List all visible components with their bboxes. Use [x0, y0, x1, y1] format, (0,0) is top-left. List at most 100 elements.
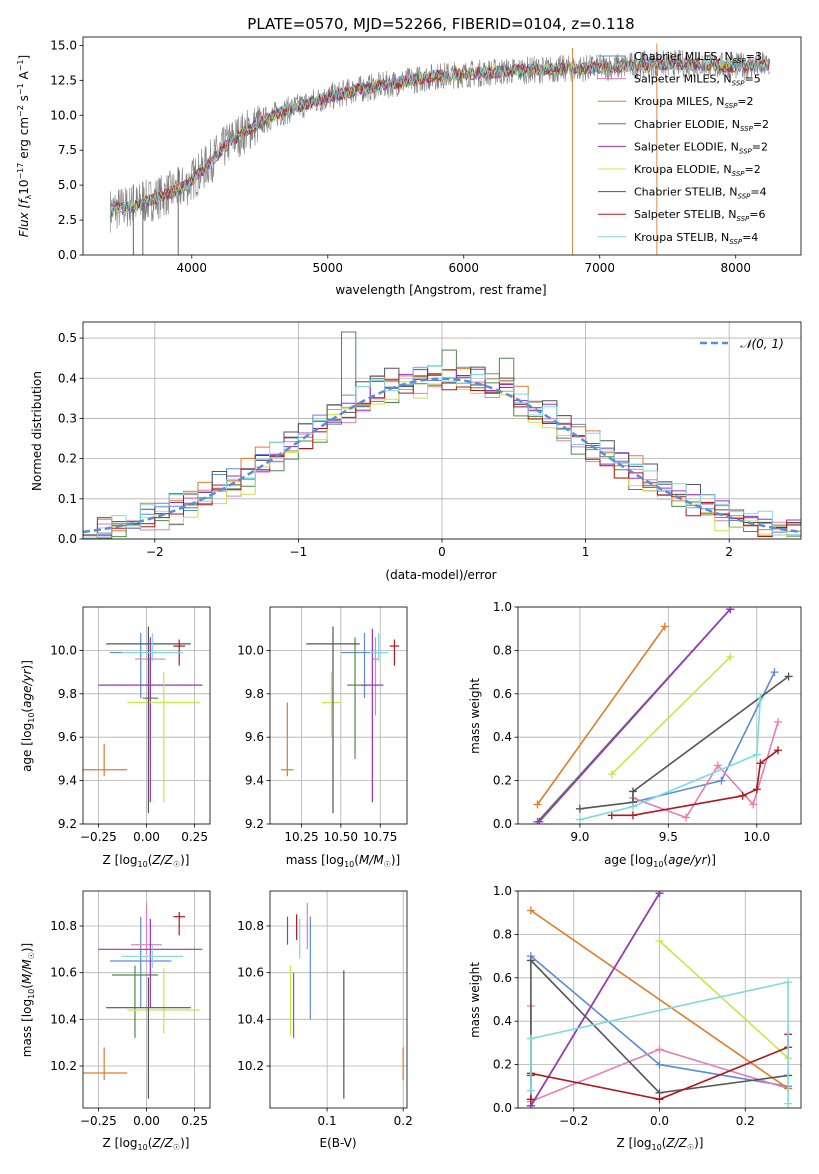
mass-weight-line: [536, 626, 666, 805]
y-tick-label: 2.5: [58, 213, 77, 227]
y-tick-label: 5.0: [58, 178, 77, 192]
mass-weight-line: [611, 656, 731, 775]
x-tick-label: 4000: [177, 261, 208, 275]
mass-weight-line: [579, 675, 790, 810]
y-tick-label: 0.8: [493, 927, 512, 941]
y-tick-label: 10.0: [50, 108, 77, 122]
mass-weight-line: [530, 909, 789, 1090]
plus-marker: [655, 1060, 664, 1069]
x-tick-label: 0: [438, 545, 446, 559]
plus-marker: [713, 761, 722, 770]
y-tick-label: 10.4: [237, 1012, 264, 1026]
x-tick-label: 9.5: [659, 830, 678, 844]
plot-area: [526, 891, 793, 1108]
plus-marker: [756, 759, 765, 768]
plus-marker: [784, 672, 793, 681]
y-tick-label: 10.2: [50, 1059, 77, 1073]
x-axis-label: Z [log10(Z/Z☉)]: [103, 853, 190, 869]
plus-marker: [526, 906, 535, 915]
plot-area: [286, 902, 404, 1099]
y-tick-label: 0.2: [493, 1058, 512, 1072]
plot-area: [109, 43, 771, 255]
histogram-step-line: [83, 365, 801, 539]
plus-marker: [752, 785, 761, 794]
y-tick-label: 0.4: [493, 730, 512, 744]
axes-frame: [517, 890, 802, 1109]
y-tick-label: 12.5: [50, 73, 77, 87]
plus-marker: [682, 813, 691, 822]
y-axis-label: age [log10(age/yr)]: [20, 660, 36, 772]
y-tick-label: 9.8: [58, 687, 77, 701]
y-tick-label: 9.4: [245, 774, 264, 788]
y-tick-label: 15.0: [50, 38, 77, 52]
x-tick-label: 0.25: [181, 830, 208, 844]
plus-marker: [655, 1045, 664, 1054]
x-tick-label: −2: [146, 545, 164, 559]
mass-vs-ebv-panel: 0.1 0.2 10.2 10.4 10.6 10.8 E(B-V): [237, 890, 413, 1150]
legend-label: 𝒩(0, 1): [740, 337, 784, 351]
x-axis-label: E(B-V): [319, 1136, 356, 1150]
legend-label: Chabrier MILES, NSSP=3: [634, 50, 762, 65]
grid-lines: [83, 607, 210, 825]
x-tick-label: 9.0: [570, 830, 589, 844]
x-axis-label: Z [log10(Z/Z☉)]: [617, 1136, 704, 1152]
x-tick-label: 0.1: [318, 1114, 337, 1128]
plus-marker: [655, 1095, 664, 1104]
y-tick-label: 9.8: [245, 687, 264, 701]
y-tick-label: 0.3: [58, 411, 77, 425]
axes-frame: [269, 606, 408, 825]
plus-marker: [726, 652, 735, 661]
plus-marker: [784, 978, 793, 987]
y-tick-label: 0.8: [493, 643, 512, 657]
y-tick-label: 10.0: [237, 643, 264, 657]
x-tick-label: 7000: [584, 261, 615, 275]
y-tick-label: 9.6: [58, 730, 77, 744]
plot-area: [83, 626, 203, 814]
y-tick-label: 0.6: [493, 971, 512, 985]
axes-frame: [82, 36, 802, 256]
y-tick-label: 0.0: [493, 817, 512, 831]
age-vs-mass-panel: 10.25 10.50 10.75 9.2 9.4 9.6 9.8 10.0 mass [log…: [237, 606, 408, 869]
plus-marker: [770, 668, 779, 677]
axes-frame: [82, 606, 211, 825]
y-tick-label: 0.0: [493, 1101, 512, 1115]
y-tick-label: 10.8: [50, 919, 77, 933]
x-tick-label: 10.50: [324, 830, 358, 844]
plus-marker: [575, 804, 584, 813]
x-tick-label: 2: [725, 545, 733, 559]
plot-area: [281, 626, 400, 814]
legend-label: Salpeter STELIB, NSSP=6: [634, 208, 766, 223]
y-tick-label: 10.2: [237, 1059, 264, 1073]
x-tick-label: 5000: [312, 261, 343, 275]
plot-area: [533, 607, 793, 824]
y-tick-label: 9.2: [58, 817, 77, 831]
figure-title: PLATE=0570, MJD=52266, FIBERID=0104, z=0…: [247, 15, 634, 33]
y-tick-label: 0.6: [493, 687, 512, 701]
plus-marker: [774, 718, 783, 727]
y-tick-label: 10.8: [237, 919, 264, 933]
model-spectrum-line: [109, 57, 771, 217]
mass-weight-line: [530, 958, 789, 1094]
y-axis-label: mass weight: [468, 962, 482, 1038]
x-tick-label: 10.0: [743, 830, 770, 844]
legend-label: Kroupa STELIB, NSSP=4: [634, 231, 758, 246]
y-tick-label: 0.1: [58, 492, 77, 506]
legend-label: Chabrier ELODIE, NSSP=2: [634, 118, 769, 133]
spectrum-legend: Chabrier MILES, NSSP=3 Salpeter MILES, NS…: [598, 50, 769, 246]
x-tick-label: 6000: [448, 261, 479, 275]
legend-label: Chabrier STELIB, NSSP=4: [634, 186, 767, 201]
plus-marker: [774, 746, 783, 755]
plus-marker: [575, 815, 584, 824]
x-tick-label: 1: [582, 545, 590, 559]
normal-distribution-curve: [83, 377, 801, 534]
y-tick-label: 0.5: [58, 331, 77, 345]
plus-marker: [526, 1095, 535, 1104]
y-tick-label: 10.0: [50, 643, 77, 657]
y-tick-label: 0.4: [493, 1014, 512, 1028]
y-axis-label: mass [log10(M/M☉)]: [20, 943, 36, 1058]
x-axis-label: wavelength [Angstrom, rest frame]: [335, 283, 546, 297]
y-axis-label: Normed distribution: [30, 371, 44, 491]
x-tick-label: 0.00: [133, 1114, 160, 1128]
x-tick-label: 0.2: [394, 1114, 413, 1128]
y-tick-label: 0.2: [58, 452, 77, 466]
